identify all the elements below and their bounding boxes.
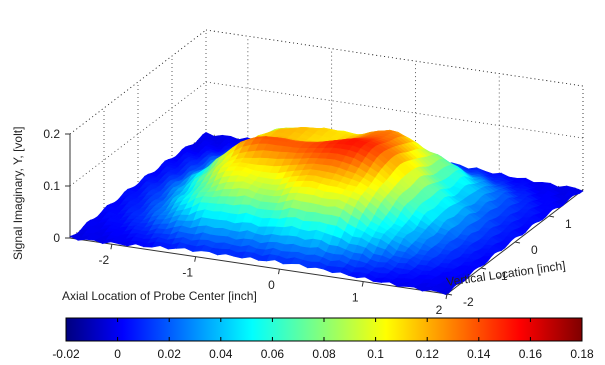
grid-line <box>205 29 584 87</box>
x-tick-mark <box>277 269 280 275</box>
x-tick-mark <box>110 244 113 250</box>
z-axis-label: Signal Imaginary, Y, [volt] <box>11 127 25 260</box>
x-tick-label: -1 <box>182 266 193 280</box>
colorbar-tick-label: 0.14 <box>467 347 491 361</box>
surface-plot <box>69 126 584 296</box>
colorbar-tick-label: 0.16 <box>519 347 543 361</box>
colorbar-tick-label: 0.08 <box>312 347 336 361</box>
colorbar-tick-label: 0.1 <box>367 347 384 361</box>
x-tick-mark <box>194 256 197 262</box>
x-tick-label: 1 <box>352 291 359 305</box>
y-tick-mark <box>514 241 521 244</box>
colorbar-ticks: -0.02 0 0.02 0.04 0.06 0.08 0.1 0.12 0.14 0.16 0.1… <box>52 318 594 361</box>
colorbar-tick-label: 0.18 <box>570 347 594 361</box>
z-tick-label: 0 <box>53 231 60 245</box>
colorbar-tick-label: 0.06 <box>261 347 285 361</box>
x-axis-line <box>69 237 448 295</box>
y-tick-label: 1 <box>565 217 572 231</box>
colorbar-tick-label: 0 <box>114 347 121 361</box>
z-tick-label: 0.2 <box>43 127 60 141</box>
x-tick-label: 0 <box>268 278 275 292</box>
colorbar-tick-label: 0.02 <box>158 347 182 361</box>
y-tick-mark <box>446 293 453 296</box>
z-tick-label: 0.1 <box>43 179 60 193</box>
colorbar-tick-label: 0.04 <box>209 347 233 361</box>
y-tick-mark <box>480 267 487 270</box>
x-axis-label: Axial Location of Probe Center [inch] <box>62 289 257 303</box>
grid-line <box>205 81 584 139</box>
y-tick-label: 0 <box>531 243 538 257</box>
tick-labels: -2 -1 0 1 2 -2 -1 0 1 0 0.1 0.2 <box>43 127 572 317</box>
colorbar-tick-label: 0.12 <box>416 347 440 361</box>
grid-line <box>69 29 207 135</box>
x-tick-label: 2 <box>436 303 443 317</box>
grid-line <box>69 81 207 187</box>
y-tick-label: -2 <box>463 295 474 309</box>
x-tick-label: -2 <box>99 253 110 267</box>
x-tick-mark <box>361 281 364 287</box>
y-tick-label: -1 <box>497 269 508 283</box>
colorbar-tick-label: -0.02 <box>52 347 80 361</box>
grid-line <box>205 29 584 87</box>
x-tick-mark <box>445 293 448 300</box>
y-tick-mark <box>548 215 555 218</box>
